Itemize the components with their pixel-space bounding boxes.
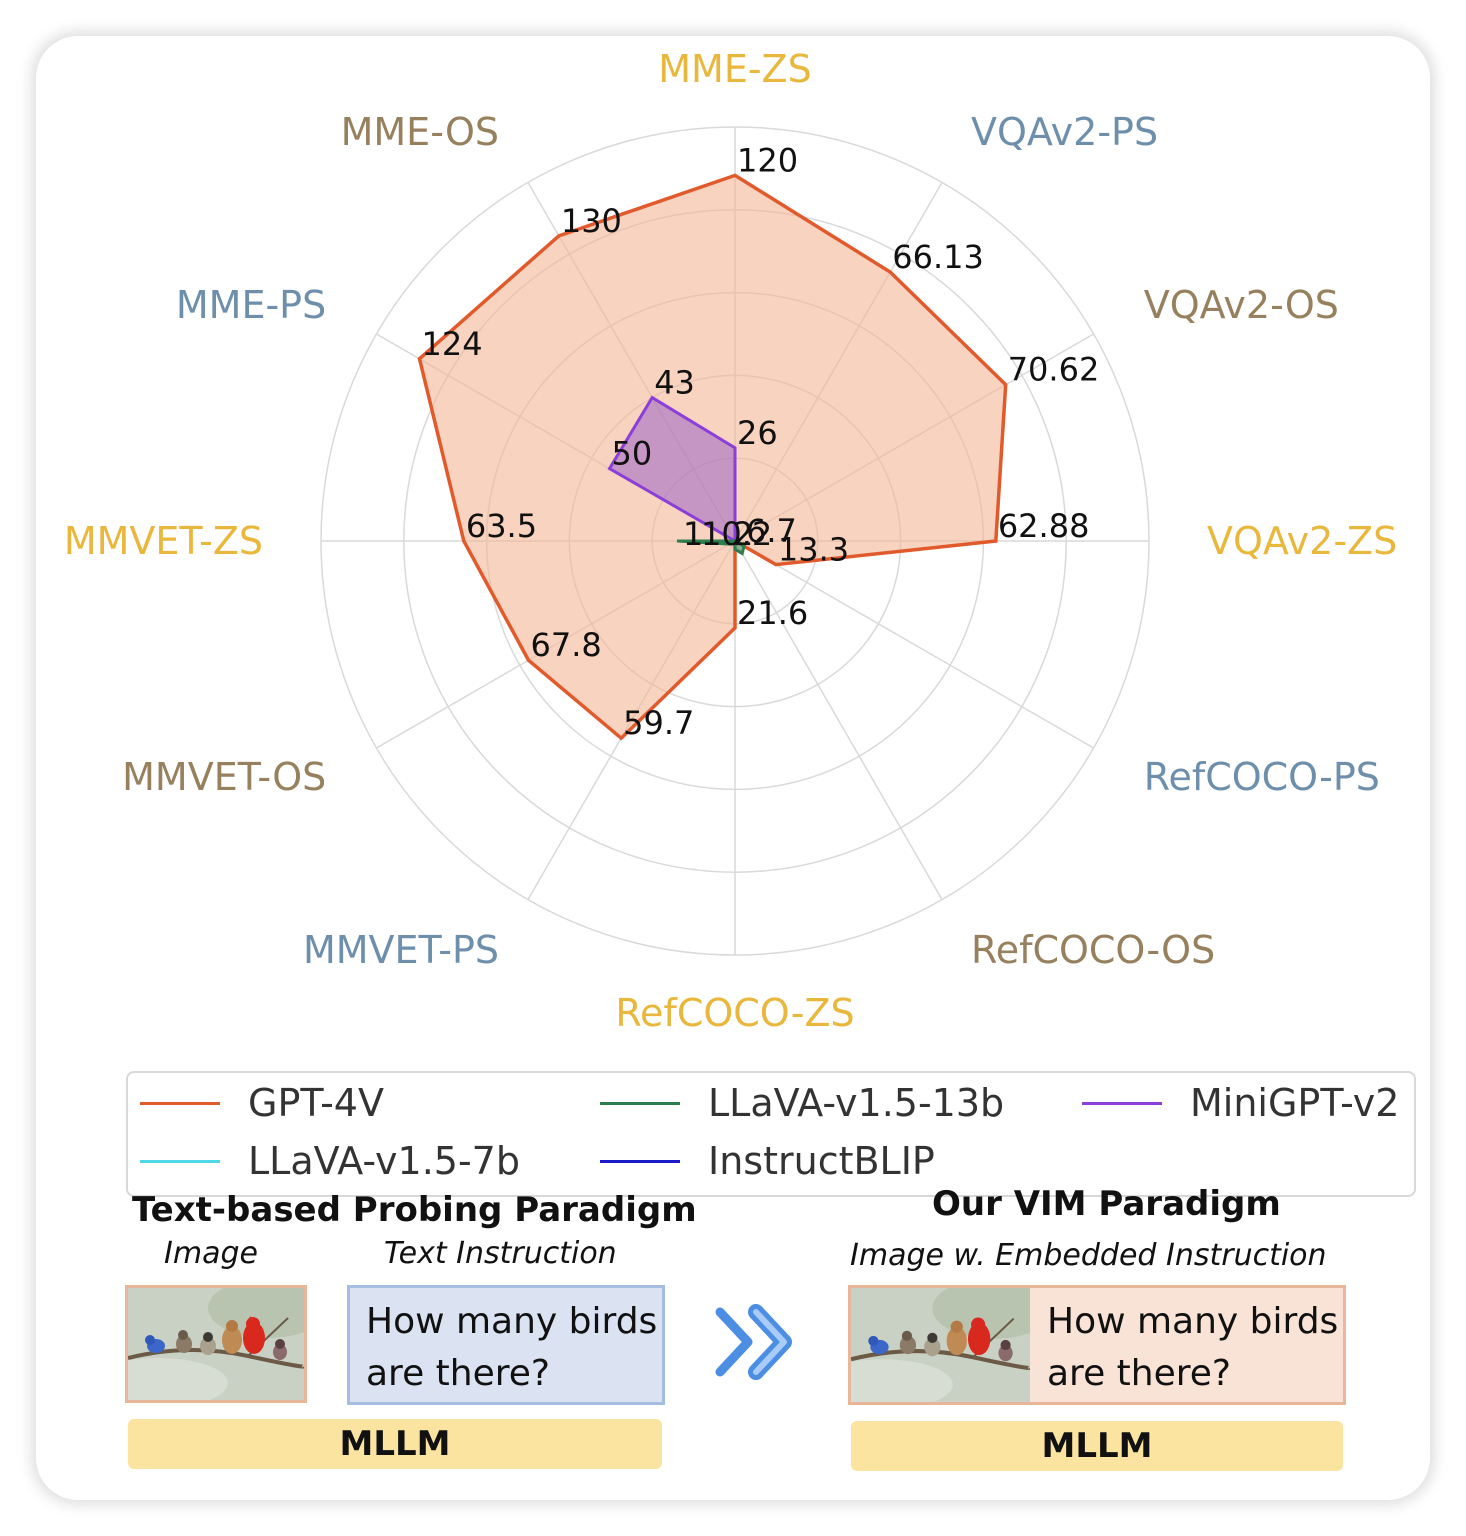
legend-label: MiniGPT-v2 [1190,1081,1400,1125]
data-label: 67.8 [530,626,601,664]
axis-label-mmvet-zs: MMVET-ZS [64,519,263,563]
axis-label-mme-ps: MME-PS [176,283,326,327]
center-data-label: 10.2 [701,515,772,553]
mllm-box-right: MLLM [851,1421,1343,1471]
spoke-6 [734,540,943,900]
chart-legend: GPT-4V LLaVA-v1.5-13b MiniGPT-v2 LLaVA-v1.5… [126,1071,1416,1197]
series-llava-v1-5-13b [676,538,746,556]
right-image-caption: Image w. Embedded Instruction [850,1238,1327,1273]
axis-label-mmvet-os: MMVET-OS [122,755,326,799]
data-label: 66.13 [892,238,984,276]
birds-image-left [125,1285,307,1403]
data-label: 6.7 [746,512,797,550]
data-label: 43 [654,364,695,402]
data-label: 21.6 [737,594,808,632]
question-line-2: are there? [366,1353,551,1394]
left-paradigm-title: Text-based Probing Paradigm [132,1190,697,1230]
legend-label: GPT-4V [248,1081,384,1125]
right-paradigm-title: Our VIM Paradigm [932,1184,1281,1224]
data-label: 62.88 [998,507,1090,545]
birds-image-right [848,1285,1030,1405]
legend-label: LLaVA-v1.5-13b [708,1081,1005,1125]
double-chevron-icon [715,1304,792,1380]
axis-label-vqav2-os: VQAv2-OS [1144,283,1339,327]
axis-label-mme-zs: MME-ZS [658,47,811,91]
data-label: 120 [737,141,798,179]
legend-label: InstructBLIP [708,1139,935,1183]
axis-label-vqav2-zs: VQAv2-ZS [1207,519,1397,563]
data-label: 130 [561,202,622,240]
legend-swatch [600,1102,680,1105]
axis-label-refcoco-ps: RefCOCO-PS [1144,755,1380,799]
legend-swatch [1082,1102,1162,1105]
data-label: 63.5 [466,507,537,545]
data-label: 59.7 [623,704,694,742]
axis-label-refcoco-os: RefCOCO-OS [971,928,1215,972]
series-minigpt-v2 [607,395,737,544]
embedded-question-line-2: are there? [1047,1353,1232,1394]
spoke-5 [734,540,1094,749]
data-label: 13.3 [778,531,849,569]
data-label: 70.62 [1008,351,1100,389]
data-label: 50 [612,435,653,473]
legend-swatch [140,1102,220,1105]
legend-label: LLaVA-v1.5-7b [248,1139,520,1183]
data-label: 26 [737,414,778,452]
legend-swatch [140,1160,220,1163]
axis-label-mme-os: MME-OS [341,110,499,154]
axis-label-mmvet-ps: MMVET-PS [303,928,499,972]
center-data-label: 1 [683,515,703,553]
data-label: 124 [421,325,482,363]
left-image-caption: Image [164,1236,258,1271]
radar-chart: MME-ZS VQAv2-PS VQAv2-OS VQAv2-ZS RefCOCO-PS… [64,47,1397,1035]
text-instruction-box: How many birds are there? [347,1285,665,1405]
axis-label-vqav2-ps: VQAv2-PS [971,110,1158,154]
left-text-caption: Text Instruction [384,1236,617,1271]
legend-swatch [600,1160,680,1163]
question-line-1: How many birds [366,1301,658,1342]
figure-card: MME-ZS VQAv2-PS VQAv2-OS VQAv2-ZS RefCOCO-PS… [36,36,1430,1500]
embedded-question-line-1: How many birds [1047,1301,1339,1342]
center-data-label: 2 [733,515,753,553]
mllm-box-left: MLLM [128,1419,662,1469]
axis-label-refcoco-zs: RefCOCO-ZS [615,991,854,1035]
